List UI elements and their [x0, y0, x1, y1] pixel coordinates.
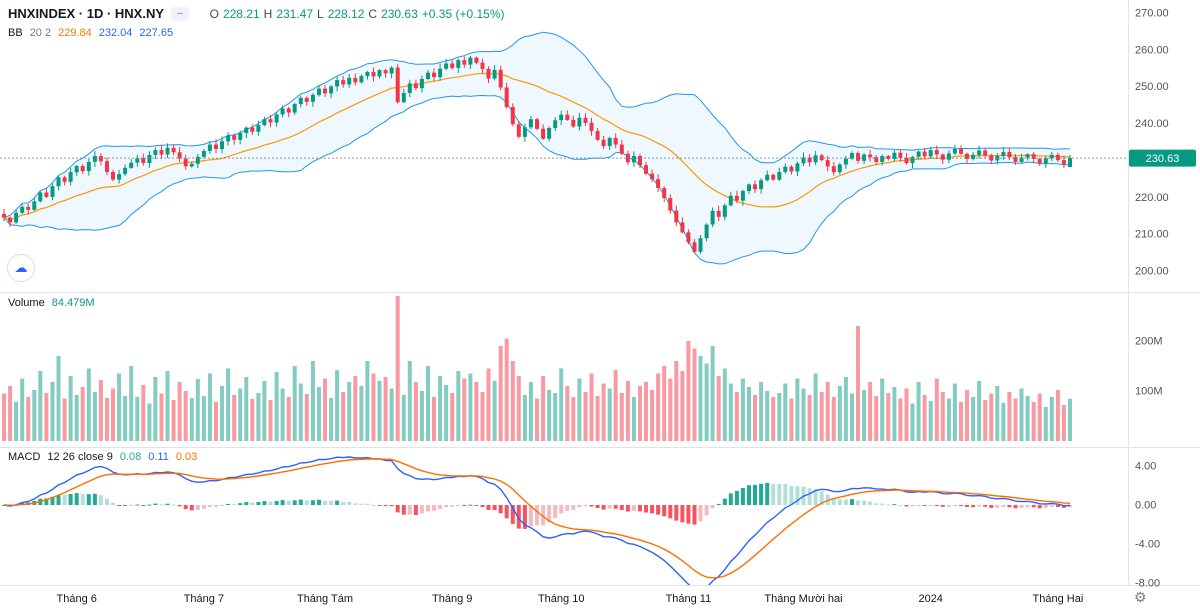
axis-tick-label: 210.00	[1135, 229, 1169, 241]
symbol-title[interactable]: HNXINDEX · 1D · HNX.NY	[8, 6, 165, 21]
macd-name[interactable]: MACD	[8, 451, 41, 463]
chart-logo-icon[interactable]: ☁	[7, 254, 35, 282]
bb-fill	[4, 32, 1070, 264]
macd-params: 12 26 close 9	[47, 451, 113, 463]
volume-name[interactable]: Volume	[8, 297, 45, 309]
high-value: 231.47	[276, 6, 314, 21]
axis-tick-label: 260.00	[1135, 44, 1169, 56]
cloud-icon: ☁	[14, 260, 28, 275]
axis-tick-label: 270.00	[1135, 8, 1169, 20]
bb-lower-line	[3, 94, 1071, 265]
macd-signal-line	[3, 458, 1071, 579]
ohlc-readout: O 228.21 H 231.47 L 228.12 C 230.63 +0.3…	[210, 7, 505, 21]
high-label: H	[263, 6, 273, 21]
bb-upper-line	[3, 31, 1071, 219]
volume-pane[interactable]	[2, 296, 1072, 441]
bb-basis-line	[3, 72, 1071, 221]
time-axis-label[interactable]: 2024	[918, 593, 942, 605]
axis-tick-label: 240.00	[1135, 118, 1169, 130]
time-axis-label[interactable]: Tháng Tám	[297, 593, 353, 605]
bb-legend[interactable]: BB 20 2 229.84 232.04 227.65	[8, 27, 173, 39]
settings-gear-icon[interactable]: ⚙	[1134, 589, 1147, 605]
axis-tick-label: 100M	[1135, 386, 1163, 398]
symbol-legend: HNXINDEX · 1D · HNX.NY – O 228.21 H 231.…	[8, 6, 505, 21]
last-price-badge	[1129, 149, 1196, 167]
axis-tick-label: -4.00	[1135, 539, 1160, 551]
axis-tick-label: -8.00	[1135, 578, 1160, 590]
last-price-badge-label: 230.63	[1146, 153, 1180, 165]
time-axis-label[interactable]: Tháng Hai	[1033, 593, 1084, 605]
time-axis-label[interactable]: Tháng 11	[666, 593, 712, 605]
axis-tick-label: 220.00	[1135, 192, 1169, 204]
change-value: +0.35 (+0.15%)	[421, 6, 505, 21]
macd-line	[3, 456, 1071, 585]
time-axis-label[interactable]: Tháng 7	[184, 593, 224, 605]
axis-tick-label: 200M	[1135, 336, 1163, 348]
macd-legend[interactable]: MACD 12 26 close 9 0.08 0.11 0.03	[8, 451, 197, 463]
price-pane[interactable]	[0, 31, 1128, 265]
time-axis-label[interactable]: Tháng Mười hai	[764, 593, 842, 605]
axis-tick-label: 200.00	[1135, 266, 1169, 278]
macd-pane[interactable]	[2, 456, 1072, 591]
open-value: 228.21	[222, 6, 260, 21]
macd-signal-value: 0.03	[175, 451, 198, 463]
axis-tick-label: 4.00	[1135, 461, 1156, 473]
macd-hist-value: 0.08	[119, 451, 142, 463]
macd-line-value: 0.11	[148, 451, 169, 463]
low-label: L	[317, 6, 324, 21]
time-axis-label[interactable]: Tháng 6	[57, 593, 97, 605]
close-value: 230.63	[381, 6, 418, 21]
axis-tick-label: 0.00	[1135, 500, 1156, 512]
bb-name[interactable]: BB	[8, 27, 23, 39]
bb-params: 20 2	[29, 27, 52, 39]
bb-basis-value: 229.84	[58, 27, 92, 39]
open-label: O	[209, 6, 219, 21]
volume-legend[interactable]: Volume 84.479M	[8, 297, 95, 309]
volume-value: 84.479M	[51, 297, 95, 309]
close-label: C	[368, 6, 378, 21]
time-axis-label[interactable]: Tháng 10	[538, 593, 584, 605]
low-value: 228.12	[327, 6, 365, 21]
time-axis-label[interactable]: Tháng 9	[432, 593, 472, 605]
bb-lower-value: 227.65	[139, 27, 174, 39]
bb-upper-value: 232.04	[98, 27, 133, 39]
legend-collapse-button[interactable]: –	[171, 6, 189, 21]
axis-tick-label: 250.00	[1135, 81, 1169, 93]
